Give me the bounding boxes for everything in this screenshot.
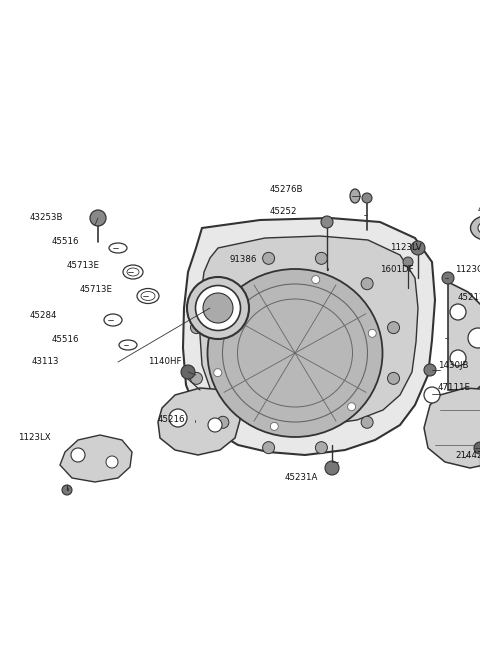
Circle shape — [106, 456, 118, 468]
Ellipse shape — [187, 277, 249, 339]
Circle shape — [191, 322, 203, 333]
Text: 1123LV: 1123LV — [390, 244, 421, 252]
Text: 45516: 45516 — [52, 335, 80, 345]
Circle shape — [62, 485, 72, 495]
Text: 1430JB: 1430JB — [438, 360, 468, 369]
Text: 1140HF: 1140HF — [148, 358, 181, 367]
Text: 45713E: 45713E — [67, 261, 100, 269]
Circle shape — [169, 409, 187, 427]
Circle shape — [181, 365, 195, 379]
Text: 21442: 21442 — [455, 451, 480, 460]
Polygon shape — [60, 435, 132, 482]
Circle shape — [361, 417, 373, 428]
Circle shape — [450, 350, 466, 366]
Circle shape — [71, 448, 85, 462]
Circle shape — [325, 461, 339, 475]
Circle shape — [387, 322, 399, 333]
Polygon shape — [448, 282, 480, 390]
Circle shape — [208, 418, 222, 432]
Polygon shape — [200, 236, 418, 425]
Circle shape — [315, 441, 327, 454]
Ellipse shape — [203, 293, 233, 323]
Circle shape — [403, 257, 413, 267]
Text: 1123LX: 1123LX — [18, 434, 50, 443]
Circle shape — [348, 403, 356, 411]
Polygon shape — [183, 218, 435, 455]
Circle shape — [321, 216, 333, 228]
Text: 45284: 45284 — [30, 310, 58, 320]
Ellipse shape — [470, 215, 480, 240]
Text: 45217: 45217 — [458, 293, 480, 303]
Ellipse shape — [195, 286, 240, 331]
Circle shape — [214, 369, 222, 377]
Circle shape — [263, 441, 275, 454]
Text: 43113: 43113 — [32, 358, 60, 367]
Circle shape — [217, 417, 229, 428]
Text: 45252: 45252 — [270, 208, 298, 217]
Ellipse shape — [478, 221, 480, 235]
Ellipse shape — [350, 189, 360, 203]
Circle shape — [424, 364, 436, 376]
Text: 45276B: 45276B — [270, 185, 303, 195]
Circle shape — [263, 252, 275, 265]
Circle shape — [315, 252, 327, 265]
Text: 1601DF: 1601DF — [380, 265, 414, 274]
Text: 91386: 91386 — [230, 255, 257, 265]
Circle shape — [270, 422, 278, 430]
Text: 45231A: 45231A — [285, 474, 318, 483]
Circle shape — [387, 372, 399, 384]
Circle shape — [362, 193, 372, 203]
Text: 1123GZ: 1123GZ — [455, 265, 480, 274]
Circle shape — [411, 241, 425, 255]
Circle shape — [217, 278, 229, 290]
Circle shape — [442, 272, 454, 284]
Circle shape — [191, 372, 203, 384]
Circle shape — [468, 328, 480, 348]
Circle shape — [312, 276, 320, 284]
Circle shape — [368, 329, 376, 337]
Text: 43253B: 43253B — [30, 214, 63, 223]
Polygon shape — [424, 388, 480, 468]
Text: 45266B: 45266B — [478, 206, 480, 214]
Circle shape — [234, 295, 242, 303]
Text: 47111E: 47111E — [438, 383, 471, 392]
Circle shape — [361, 278, 373, 290]
Text: 45216: 45216 — [158, 415, 185, 424]
Circle shape — [450, 304, 466, 320]
Text: 45516: 45516 — [52, 238, 80, 246]
Text: 45713E: 45713E — [80, 286, 113, 295]
Circle shape — [474, 442, 480, 454]
Ellipse shape — [207, 269, 383, 437]
Circle shape — [424, 387, 440, 403]
Polygon shape — [158, 388, 240, 455]
Circle shape — [90, 210, 106, 226]
